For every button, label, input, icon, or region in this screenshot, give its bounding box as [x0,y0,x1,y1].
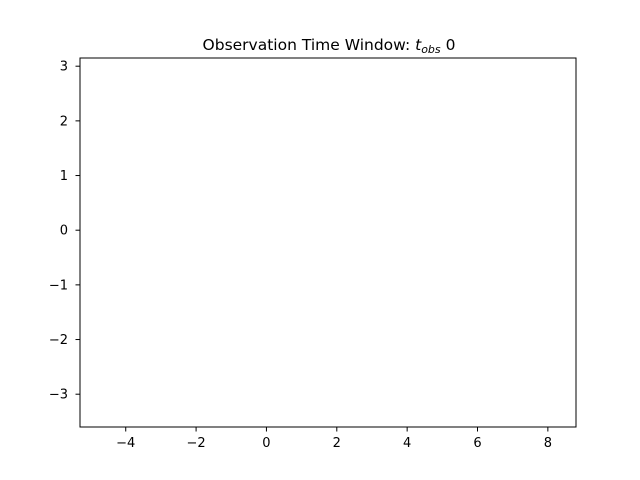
y-tick-label: −3 [49,388,68,403]
x-axis: −4 −2 0 2 4 6 8 [116,427,552,451]
y-tick-label: −1 [49,278,68,293]
x-tick-label: 4 [403,436,411,451]
chart-title: Observation Time Window: tobs 0 [203,36,456,56]
x-tick-label: −4 [116,436,135,451]
x-tick-label: 0 [262,436,270,451]
y-tick-label: −2 [49,333,68,348]
x-tick-label: −2 [186,436,205,451]
axes-frame [79,57,577,428]
chart-title-subscript: obs [421,43,441,56]
y-tick-label: 2 [60,114,68,129]
y-tick-label: 0 [60,224,68,239]
x-tick-label: 8 [544,436,552,451]
chart-title-suffix: 0 [441,36,456,54]
y-axis: −3 −2 −1 0 1 2 3 [49,60,80,403]
x-tick-label: 2 [333,436,341,451]
x-tick-label: 6 [473,436,481,451]
y-tick-label: 3 [60,60,68,75]
plot-area: −4 −2 0 2 4 6 8 −3 −2 −1 0 1 2 3 [49,57,577,451]
chart-title-variable: t [415,36,422,54]
y-tick-label: 1 [60,169,68,184]
chart-title-prefix: Observation Time Window: [203,36,416,54]
